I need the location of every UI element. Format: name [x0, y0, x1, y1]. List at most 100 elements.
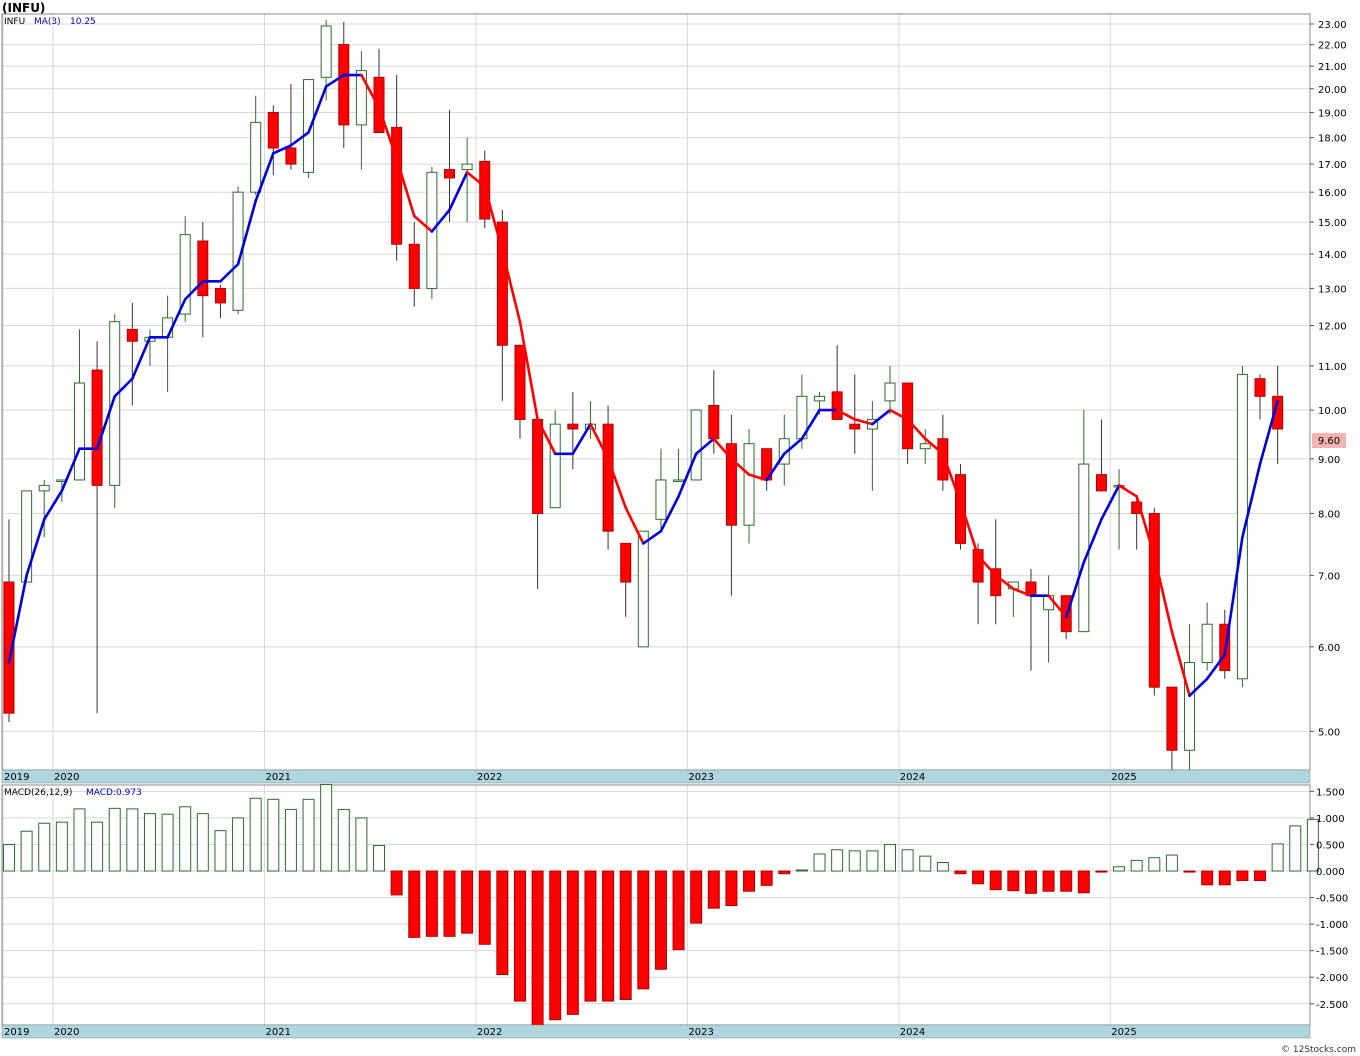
ma-segment: [1117, 484, 1138, 498]
candle-body: [1043, 595, 1055, 611]
ma-segment: [1241, 462, 1262, 539]
ma-segment: [219, 262, 240, 283]
year-label: 2022: [477, 772, 502, 783]
macd-bar: [619, 870, 632, 1001]
year-label: 2020: [54, 1027, 79, 1038]
price-legend: INFU MA(3) 10.25: [4, 17, 96, 27]
ma-segment: [730, 457, 751, 476]
macd-histogram: [3, 783, 1319, 1026]
candle-body: [884, 382, 896, 402]
macd-bar: [143, 813, 156, 872]
macd-bar: [760, 870, 773, 886]
ma-segment: [377, 106, 398, 160]
macd-bar: [743, 870, 756, 892]
ma-segment: [906, 418, 927, 441]
price-tick-label: 7.00: [1318, 571, 1340, 582]
macd-bar: [584, 870, 597, 1002]
date-labels: 2019 2019 2020 2020 2021 2021 2022 2022 2023 2023…: [4, 772, 1137, 1038]
macd-bar: [126, 808, 139, 872]
candle-body: [708, 404, 720, 440]
ma-segment: [113, 377, 134, 398]
candle-body: [725, 443, 737, 526]
ma-segment: [131, 335, 152, 380]
macd-bar: [637, 870, 650, 990]
candle-body: [232, 191, 244, 311]
candle-body: [444, 169, 455, 179]
year-label: 2020: [54, 772, 79, 783]
macd-bar: [795, 869, 808, 872]
ma-segment: [465, 171, 487, 188]
candle-body: [38, 484, 50, 492]
ma-segment: [888, 408, 909, 421]
candle-body: [3, 581, 15, 714]
macd-bar: [778, 870, 791, 875]
candle-body: [179, 234, 191, 315]
candle-body: [303, 79, 315, 173]
ma-segment: [536, 418, 557, 456]
ma-segment: [835, 408, 857, 421]
macd-bar: [654, 870, 667, 970]
candle-body: [567, 423, 579, 430]
macd-bar: [355, 817, 368, 872]
ma-segment: [166, 297, 187, 339]
macd-bar: [73, 808, 86, 872]
ma-segment: [254, 152, 275, 203]
candle-body: [285, 147, 297, 165]
macd-bar: [1024, 870, 1037, 894]
macd-bar: [549, 870, 562, 1021]
candle-body: [919, 443, 931, 450]
ma-segment: [571, 422, 592, 456]
candle-body: [954, 474, 966, 544]
ma-segment: [976, 554, 998, 577]
ma-segment: [25, 518, 46, 577]
price-tick-label: 18.00: [1318, 134, 1347, 145]
macd-bar: [725, 870, 738, 907]
macd-bar: [1077, 870, 1090, 894]
macd-bar: [566, 870, 579, 1015]
ma-segment: [448, 171, 469, 212]
ma-segment: [501, 249, 522, 323]
candle-body: [267, 112, 279, 149]
ma-segment: [1153, 554, 1174, 633]
macd-bar: [284, 808, 297, 872]
candle-body: [637, 530, 649, 648]
legend-symbol: INFU: [4, 17, 25, 27]
candle-body: [514, 344, 526, 420]
macd-bar: [232, 817, 245, 872]
ma-segment: [642, 529, 663, 545]
ma-segment: [1188, 677, 1209, 697]
macd-bar: [390, 870, 403, 896]
macd-bar: [1130, 859, 1143, 872]
macd-tick-label: 1.000: [1316, 814, 1345, 825]
year-label: 2025: [1111, 1027, 1136, 1038]
macd-bar: [425, 870, 438, 937]
price-tick-label: 11.00: [1318, 362, 1347, 373]
macd-bar: [373, 845, 386, 872]
candle-body: [690, 409, 702, 481]
macd-bar: [161, 813, 174, 872]
macd-bar: [1218, 870, 1231, 886]
candle-body: [197, 240, 209, 297]
candle-body: [73, 382, 85, 481]
macd-bar: [972, 870, 985, 885]
candle-body: [1254, 378, 1266, 397]
macd-bar: [919, 855, 932, 872]
candle-body: [743, 443, 755, 526]
price-tick-label: 19.00: [1318, 109, 1347, 120]
ma-segment: [782, 437, 804, 456]
candle-body: [408, 243, 420, 289]
ma-segment: [42, 489, 64, 521]
ma-segment: [694, 437, 716, 456]
year-label: 2025: [1111, 772, 1136, 783]
candle-body: [849, 423, 861, 430]
macd-bar: [989, 870, 1002, 891]
legend-ma-value: 10.25: [70, 17, 96, 27]
price-tick-label: 20.00: [1318, 85, 1347, 96]
year-label: 2021: [265, 772, 290, 783]
ma-segment: [1205, 653, 1227, 681]
macd-bar: [3, 843, 15, 872]
price-tick-label: 6.00: [1318, 643, 1340, 654]
price-tick-label: 14.00: [1318, 250, 1347, 261]
candle-body: [109, 321, 121, 486]
